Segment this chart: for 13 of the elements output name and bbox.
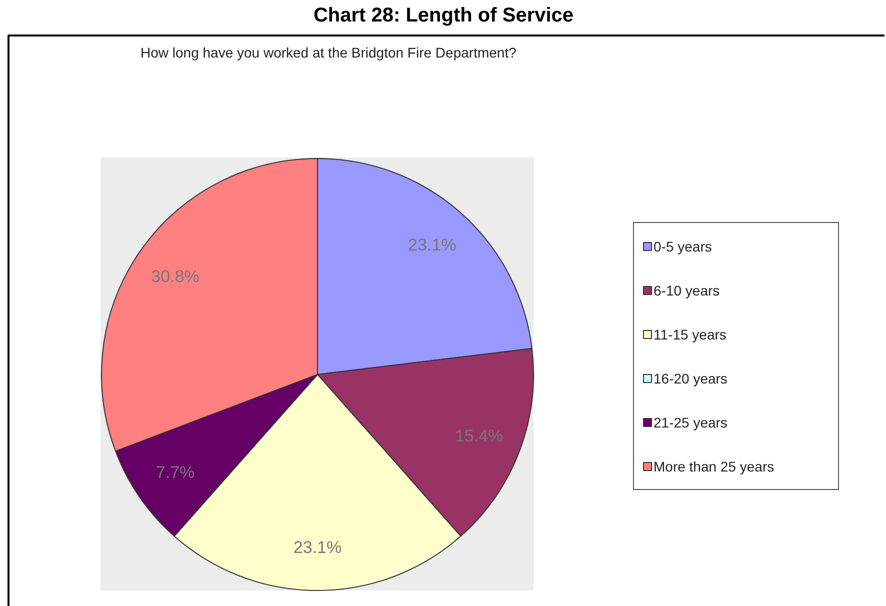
data-label: 23.1% bbox=[408, 236, 456, 255]
data-label: 15.4% bbox=[454, 426, 504, 446]
data-label: 23.1% bbox=[293, 538, 342, 557]
legend-label: 21-25 years bbox=[654, 414, 728, 430]
data-label: 7.7% bbox=[156, 463, 195, 482]
legend-label: More than 25 years bbox=[654, 458, 774, 474]
legend-label: 0-5 years bbox=[654, 238, 712, 254]
data-label: 30.8% bbox=[151, 266, 200, 286]
chart-title: Chart 28: Length of Service bbox=[313, 4, 574, 26]
legend-label: 16-20 years bbox=[654, 370, 728, 386]
chart-subtitle: How long have you worked at the Bridgton Fire Department? bbox=[140, 44, 517, 60]
legend-label: 11-15 years bbox=[654, 326, 726, 342]
legend-label: 6-10 years bbox=[654, 282, 720, 298]
